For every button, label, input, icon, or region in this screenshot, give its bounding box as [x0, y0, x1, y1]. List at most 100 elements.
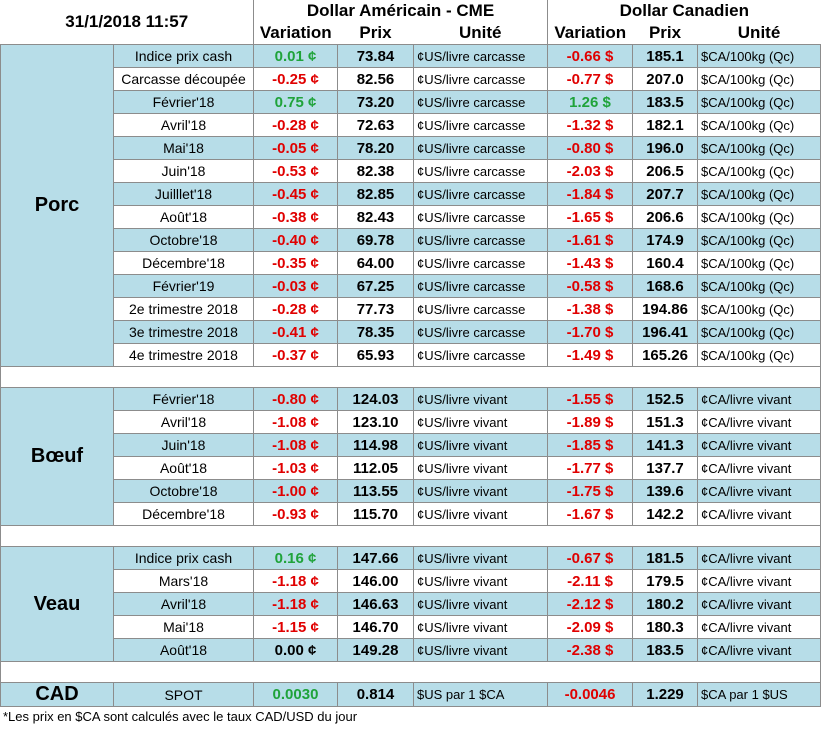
- cad-variation: -2.03 $: [547, 159, 634, 183]
- usd-col-unite: Unité: [413, 22, 548, 45]
- cad-variation: -1.85 $: [547, 433, 634, 457]
- table-row: Avril'18 -1.18 ¢ 146.63 ¢US/livre vivant -2.…: [1, 592, 822, 616]
- cad-unit: ¢CA/livre vivant: [697, 433, 822, 457]
- cad-variation: -0.80 $: [547, 136, 634, 160]
- cad-price: 165.26: [632, 343, 699, 367]
- usd-unit: ¢US/livre vivant: [412, 479, 549, 503]
- cad-price: 196.0: [632, 136, 699, 160]
- cad-unit: ¢CA/livre vivant: [697, 592, 822, 616]
- table-row: Décembre'18 -0.93 ¢ 115.70 ¢US/livre vivant…: [1, 502, 822, 526]
- table-row: Mars'18 -1.18 ¢ 146.00 ¢US/livre vivant -2.1…: [1, 569, 822, 593]
- group-label: Porc: [0, 44, 114, 367]
- usd-unit: ¢US/livre vivant: [412, 410, 549, 434]
- cad-price: 194.86: [632, 297, 699, 321]
- usd-variation: -0.37 ¢: [253, 343, 338, 367]
- spacer-cell: [0, 525, 822, 547]
- cad-variation: -0.77 $: [547, 67, 634, 91]
- cad-variation: -1.70 $: [547, 320, 634, 344]
- usd-variation: -1.03 ¢: [253, 456, 338, 480]
- usd-unit: ¢US/livre vivant: [412, 592, 549, 616]
- table-row: Avril'18 -0.28 ¢ 72.63 ¢US/livre carcasse -1…: [1, 113, 822, 137]
- cad-unit: ¢CA/livre vivant: [697, 387, 822, 411]
- cad-variation: -1.77 $: [547, 456, 634, 480]
- usd-variation: -0.45 ¢: [253, 182, 338, 206]
- row-label: SPOT: [113, 682, 254, 707]
- header-row-1: 31/1/2018 11:57 Dollar Américain - CME D…: [0, 0, 821, 45]
- cad-unit: $CA/100kg (Qc): [697, 67, 822, 91]
- cad-variation: -2.11 $: [547, 569, 634, 593]
- table-row: 2e trimestre 2018 -0.28 ¢ 77.73 ¢US/livre c…: [1, 297, 822, 321]
- table-row: Carcasse découpée -0.25 ¢ 82.56 ¢US/livre c…: [1, 67, 822, 91]
- usd-price: 123.10: [337, 410, 414, 434]
- cad-col-prix: Prix: [632, 22, 698, 45]
- spacer-cell: [0, 366, 822, 388]
- usd-variation: -0.25 ¢: [253, 67, 338, 91]
- cad-price: 179.5: [632, 569, 699, 593]
- usd-unit: ¢US/livre carcasse: [412, 159, 549, 183]
- header-row-2: Variation Prix Unité Variation Prix Unit…: [1, 22, 821, 45]
- cad-price: 1.229: [632, 682, 699, 707]
- row-label: Avril'18: [113, 410, 254, 434]
- usd-price: 72.63: [337, 113, 414, 137]
- section-spacer: [0, 661, 822, 683]
- row-label: Indice prix cash: [113, 546, 254, 570]
- footnote: *Les prix en $CA sont calculés avec le t…: [3, 709, 358, 724]
- table-row: Porc Indice prix cash 0.01 ¢ 73.84 ¢US/livre…: [0, 44, 822, 367]
- cad-unit: $CA/100kg (Qc): [697, 274, 822, 298]
- cad-variation: -1.75 $: [547, 479, 634, 503]
- row-label: Août'18: [113, 638, 254, 662]
- usd-unit: ¢US/livre carcasse: [412, 90, 549, 114]
- row-label: Février'18: [113, 90, 254, 114]
- cad-unit: ¢CA/livre vivant: [697, 638, 822, 662]
- cad-price: 196.41: [632, 320, 699, 344]
- usd-unit: ¢US/livre vivant: [412, 456, 549, 480]
- usd-variation: -0.41 ¢: [253, 320, 338, 344]
- row-label: Juin'18: [113, 433, 254, 457]
- usd-price: 115.70: [337, 502, 414, 526]
- row-label: 2e trimestre 2018: [113, 297, 254, 321]
- cad-spot-row: CAD SPOT 0.0030 0.814 $US par 1 $CA -0.0046 1.…: [0, 682, 822, 707]
- usd-variation: -0.03 ¢: [253, 274, 338, 298]
- cad-price: 180.3: [632, 615, 699, 639]
- cad-variation: -1.84 $: [547, 182, 634, 206]
- row-label: Indice prix cash: [113, 44, 254, 68]
- table-row: Avril'18 -1.08 ¢ 123.10 ¢US/livre vivant -1.…: [1, 410, 822, 434]
- cad-variation: -0.0046: [547, 682, 634, 707]
- row-label: Avril'18: [113, 113, 254, 137]
- usd-variation: -0.35 ¢: [253, 251, 338, 275]
- cad-unit: ¢CA/livre vivant: [697, 615, 822, 639]
- cad-unit: ¢CA/livre vivant: [697, 502, 822, 526]
- table-row: Mai'18 -1.15 ¢ 146.70 ¢US/livre vivant -2.09…: [1, 615, 822, 639]
- table-row: Veau Indice prix cash 0.16 ¢ 147.66 ¢US/livr…: [0, 546, 822, 662]
- table-row: 3e trimestre 2018 -0.41 ¢ 78.35 ¢US/livre c…: [1, 320, 822, 344]
- row-label: Carcasse découpée: [113, 67, 254, 91]
- usd-price: 73.20: [337, 90, 414, 114]
- usd-variation: -0.28 ¢: [253, 113, 338, 137]
- cad-price: 151.3: [632, 410, 699, 434]
- usd-variation: -1.08 ¢: [253, 410, 338, 434]
- cad-price: 168.6: [632, 274, 699, 298]
- usd-variation: 0.75 ¢: [253, 90, 338, 114]
- cad-variation: -1.32 $: [547, 113, 634, 137]
- row-label: Mai'18: [113, 615, 254, 639]
- report-datetime: 31/1/2018 11:57: [0, 0, 254, 45]
- table-row: Août'18 -1.03 ¢ 112.05 ¢US/livre vivant -1.7…: [1, 456, 822, 480]
- cad-price: 183.5: [632, 638, 699, 662]
- cad-price: 207.7: [632, 182, 699, 206]
- cad-variation: 1.26 $: [547, 90, 634, 114]
- cad-price: 207.0: [632, 67, 699, 91]
- usd-price: 113.55: [337, 479, 414, 503]
- row-label: Décembre'18: [113, 502, 254, 526]
- usd-unit: ¢US/livre vivant: [412, 387, 549, 411]
- usd-price: 77.73: [337, 297, 414, 321]
- cad-unit: $CA/100kg (Qc): [697, 44, 822, 68]
- cad-unit: ¢CA/livre vivant: [697, 456, 822, 480]
- table-row: Juilllet'18 -0.45 ¢ 82.85 ¢US/livre carcass…: [1, 182, 822, 206]
- usd-price: 82.56: [337, 67, 414, 91]
- usd-price: 67.25: [337, 274, 414, 298]
- usd-unit: ¢US/livre vivant: [412, 615, 549, 639]
- table-row: Février'19 -0.03 ¢ 67.25 ¢US/livre carcasse…: [1, 274, 822, 298]
- usd-unit: ¢US/livre carcasse: [412, 343, 549, 367]
- cad-variation: -1.67 $: [547, 502, 634, 526]
- usd-price: 82.85: [337, 182, 414, 206]
